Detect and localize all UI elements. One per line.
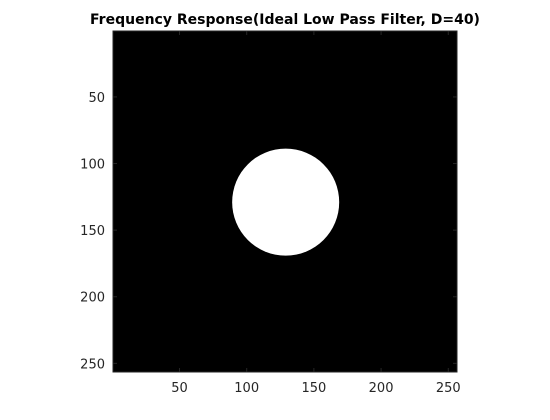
y-tick-label: 100 [80,158,105,173]
chart-title: Frequency Response(Ideal Low Pass Filter… [90,12,480,28]
x-axis: 50 100 150 200 250 [171,31,461,396]
y-tick-label: 150 [80,224,105,239]
axes-box [112,30,458,373]
y-tick-label: 200 [80,291,105,306]
x-tick-label: 250 [436,381,461,396]
y-tick-label: 250 [80,357,105,372]
y-axis: 50 100 150 200 250 [80,91,457,372]
x-tick-label: 100 [234,381,259,396]
plot-area [112,30,458,373]
x-tick-label: 50 [171,381,188,396]
passband-disk [232,148,340,256]
y-tick-label: 50 [88,91,105,106]
x-tick-label: 150 [301,381,326,396]
x-tick-label: 200 [369,381,394,396]
